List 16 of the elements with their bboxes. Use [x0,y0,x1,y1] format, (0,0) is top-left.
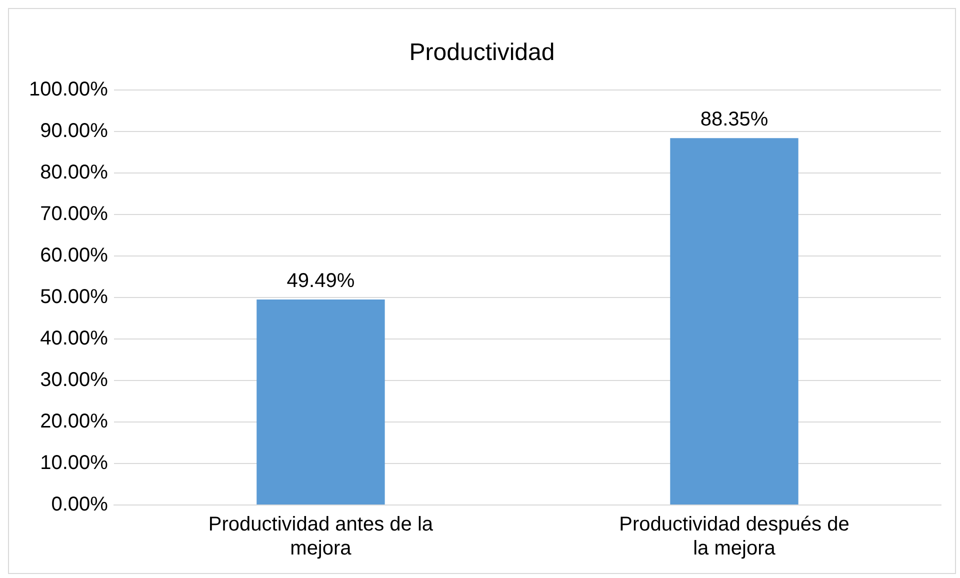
y-tick-label: 90.00% [40,120,108,142]
y-tick-label: 80.00% [40,161,108,184]
x-tick-label: Productividad antes de la mejora [208,514,434,560]
y-tick-label: 70.00% [40,202,108,225]
y-tick-label: 30.00% [40,368,108,391]
chart-title: Productividad [409,39,555,66]
y-tick-label: 10.00% [40,452,108,474]
y-tick-label: 50.00% [40,286,108,308]
y-tick-label: 0.00% [51,494,108,516]
x-tick-label: Productividad después de la mejora [619,514,850,560]
y-tick-label: 20.00% [40,410,108,432]
data-label: 88.35% [700,108,768,131]
data-label: 49.49% [286,270,355,292]
y-tick-label: 60.00% [40,244,108,266]
y-tick-label: 40.00% [40,327,108,350]
y-tick-label: 100.00% [28,78,108,100]
